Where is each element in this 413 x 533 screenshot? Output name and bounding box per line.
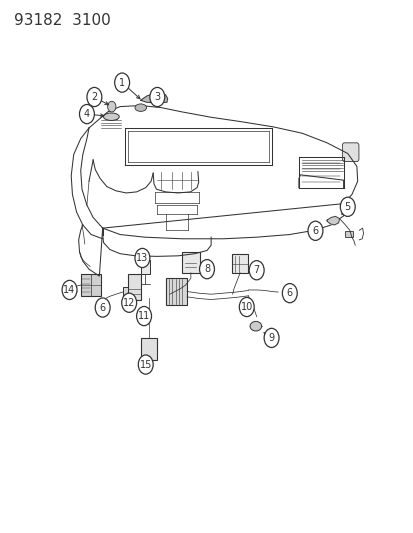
Circle shape	[339, 197, 354, 216]
Circle shape	[199, 260, 214, 279]
Text: 1: 1	[119, 78, 125, 87]
Text: 13: 13	[136, 253, 148, 263]
Text: 2: 2	[91, 92, 97, 102]
Circle shape	[263, 328, 278, 348]
Circle shape	[62, 280, 77, 300]
FancyBboxPatch shape	[344, 231, 352, 237]
Circle shape	[136, 306, 151, 326]
Text: 8: 8	[204, 264, 209, 274]
Text: 3: 3	[154, 92, 160, 102]
Circle shape	[249, 261, 263, 280]
Text: 7: 7	[253, 265, 259, 275]
FancyBboxPatch shape	[122, 287, 128, 298]
Text: 4: 4	[84, 109, 90, 119]
Circle shape	[95, 298, 110, 317]
FancyBboxPatch shape	[165, 278, 187, 305]
Circle shape	[79, 104, 94, 124]
FancyBboxPatch shape	[81, 274, 100, 296]
Text: 14: 14	[63, 285, 76, 295]
Text: 6: 6	[100, 303, 105, 312]
FancyBboxPatch shape	[140, 260, 150, 274]
Circle shape	[150, 87, 164, 107]
Text: 6: 6	[312, 226, 318, 236]
FancyBboxPatch shape	[140, 338, 157, 360]
Ellipse shape	[103, 113, 119, 120]
Text: 12: 12	[123, 298, 135, 308]
Text: 93182  3100: 93182 3100	[14, 13, 111, 28]
FancyBboxPatch shape	[231, 254, 248, 273]
FancyBboxPatch shape	[128, 274, 140, 300]
Circle shape	[87, 87, 102, 107]
Circle shape	[282, 284, 297, 303]
FancyBboxPatch shape	[342, 143, 358, 161]
Circle shape	[307, 221, 322, 240]
Text: 11: 11	[138, 311, 150, 321]
Circle shape	[107, 101, 116, 112]
Circle shape	[114, 73, 129, 92]
Text: 6: 6	[286, 288, 292, 298]
Text: 9: 9	[268, 333, 274, 343]
Text: 10: 10	[240, 302, 252, 312]
Ellipse shape	[135, 104, 146, 111]
Ellipse shape	[249, 321, 261, 331]
Circle shape	[135, 248, 150, 268]
Circle shape	[121, 293, 136, 312]
Circle shape	[239, 297, 254, 317]
FancyBboxPatch shape	[182, 252, 199, 273]
Polygon shape	[140, 93, 167, 102]
Text: 15: 15	[139, 360, 152, 369]
Circle shape	[138, 355, 153, 374]
Text: 5: 5	[344, 202, 350, 212]
Polygon shape	[326, 216, 339, 225]
